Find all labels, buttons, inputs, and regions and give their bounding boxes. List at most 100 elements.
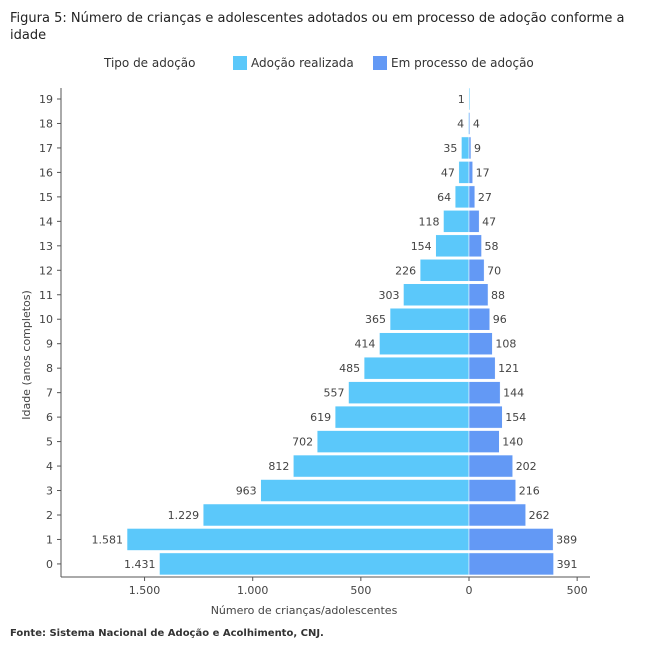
x-tick-label: 0 bbox=[466, 584, 473, 597]
data-label-realizada: 1 bbox=[458, 93, 465, 106]
data-label-realizada: 557 bbox=[324, 387, 345, 400]
data-label-processo: 47 bbox=[482, 215, 496, 228]
data-label-processo: 154 bbox=[505, 411, 526, 424]
bar-em-processo bbox=[468, 259, 485, 282]
data-label-processo: 202 bbox=[516, 460, 537, 473]
y-tick-label: 7 bbox=[46, 387, 53, 400]
bar-adocao-realizada bbox=[461, 136, 470, 160]
chart-title: Figura 5: Número de crianças e adolescen… bbox=[10, 11, 625, 43]
data-label-realizada: 619 bbox=[310, 411, 331, 424]
y-tick-label: 3 bbox=[46, 485, 53, 498]
bar-adocao-realizada bbox=[260, 479, 470, 502]
data-label-realizada: 47 bbox=[441, 166, 455, 179]
bar-adocao-realizada bbox=[363, 356, 470, 380]
legend-item-processo: Em processo de adoção bbox=[373, 56, 534, 70]
y-tick-label: 8 bbox=[46, 362, 53, 375]
data-label-realizada: 303 bbox=[378, 289, 399, 302]
y-tick-label: 14 bbox=[39, 215, 53, 228]
data-label-realizada: 1.229 bbox=[168, 509, 200, 522]
bar-em-processo bbox=[468, 356, 496, 380]
data-label-realizada: 963 bbox=[236, 485, 257, 498]
bar-em-processo bbox=[468, 283, 489, 307]
bar-adocao-realizada bbox=[316, 430, 470, 453]
data-label-processo: 108 bbox=[495, 338, 516, 351]
bar-em-processo bbox=[468, 307, 491, 331]
legend-label: Adoção realizada bbox=[251, 56, 354, 70]
y-tick-label: 9 bbox=[46, 338, 53, 351]
data-label-processo: 70 bbox=[487, 264, 501, 277]
data-label-processo: 9 bbox=[474, 142, 481, 155]
data-label-processo: 144 bbox=[503, 387, 524, 400]
bar-em-processo bbox=[468, 161, 473, 184]
legend-label: Em processo de adoção bbox=[391, 56, 534, 70]
y-tick-label: 0 bbox=[46, 558, 53, 571]
bar-adocao-realizada bbox=[334, 405, 470, 429]
legend-swatch bbox=[373, 56, 387, 70]
y-axis-title: Idade (anos completos) bbox=[20, 290, 33, 420]
data-label-realizada: 1.581 bbox=[92, 533, 124, 546]
data-label-realizada: 4 bbox=[457, 117, 464, 130]
bar-em-processo bbox=[468, 112, 471, 135]
data-label-processo: 216 bbox=[519, 485, 540, 498]
bar-adocao-realizada bbox=[348, 381, 470, 404]
bar-em-processo bbox=[468, 552, 554, 576]
data-label-realizada: 414 bbox=[354, 338, 375, 351]
x-axis-title: Número de crianças/adolescentes bbox=[211, 604, 398, 617]
y-tick-label: 1 bbox=[46, 533, 53, 546]
bar-em-processo bbox=[468, 503, 526, 527]
y-tick-label: 6 bbox=[46, 411, 53, 424]
bar-em-processo bbox=[468, 454, 513, 478]
legend-swatch bbox=[233, 56, 247, 70]
bar-em-processo bbox=[468, 430, 500, 453]
data-label-processo: 88 bbox=[491, 289, 505, 302]
data-label-realizada: 1.431 bbox=[124, 558, 156, 571]
data-label-realizada: 812 bbox=[268, 460, 289, 473]
data-label-realizada: 35 bbox=[443, 142, 457, 155]
data-label-processo: 121 bbox=[498, 362, 519, 375]
y-tick-label: 10 bbox=[39, 313, 53, 326]
bar-em-processo bbox=[468, 479, 516, 502]
bar-adocao-realizada bbox=[468, 87, 471, 111]
bar-em-processo bbox=[468, 210, 480, 233]
data-label-realizada: 118 bbox=[418, 215, 439, 228]
data-label-realizada: 226 bbox=[395, 264, 416, 277]
y-tick-label: 13 bbox=[39, 240, 53, 253]
y-tick-label: 16 bbox=[39, 166, 53, 179]
x-tick-label: 1.500 bbox=[129, 584, 161, 597]
bar-adocao-realizada bbox=[443, 210, 470, 233]
bar-adocao-realizada bbox=[379, 332, 470, 355]
y-tick-label: 5 bbox=[46, 436, 53, 449]
bar-adocao-realizada bbox=[202, 503, 470, 527]
bar-em-processo bbox=[468, 528, 554, 551]
bar-adocao-realizada bbox=[454, 185, 470, 209]
bar-adocao-realizada bbox=[435, 234, 470, 258]
data-label-processo: 17 bbox=[476, 166, 490, 179]
bar-adocao-realizada bbox=[293, 454, 470, 478]
y-tick-label: 12 bbox=[39, 264, 53, 277]
data-label-realizada: 64 bbox=[437, 191, 451, 204]
data-label-processo: 96 bbox=[493, 313, 507, 326]
x-tick-label: 500 bbox=[350, 584, 371, 597]
y-tick-label: 2 bbox=[46, 509, 53, 522]
bar-em-processo bbox=[468, 381, 501, 404]
data-label-processo: 4 bbox=[473, 117, 480, 130]
data-label-realizada: 365 bbox=[365, 313, 386, 326]
data-label-realizada: 702 bbox=[292, 436, 313, 449]
bar-em-processo bbox=[468, 185, 476, 209]
data-label-processo: 58 bbox=[485, 240, 499, 253]
data-label-processo: 262 bbox=[529, 509, 550, 522]
bar-adocao-realizada bbox=[126, 528, 470, 551]
source-note: Fonte: Sistema Nacional de Adoção e Acol… bbox=[10, 628, 324, 639]
data-label-realizada: 154 bbox=[411, 240, 432, 253]
legend-title: Tipo de adoção bbox=[104, 56, 196, 70]
bar-adocao-realizada bbox=[159, 552, 470, 576]
bar-em-processo bbox=[468, 332, 493, 355]
legend-item-realizada: Adoção realizada bbox=[233, 56, 354, 70]
y-tick-label: 17 bbox=[39, 142, 53, 155]
data-label-processo: 27 bbox=[478, 191, 492, 204]
y-tick-label: 19 bbox=[39, 93, 53, 106]
y-tick-label: 15 bbox=[39, 191, 53, 204]
bar-em-processo bbox=[468, 405, 503, 429]
